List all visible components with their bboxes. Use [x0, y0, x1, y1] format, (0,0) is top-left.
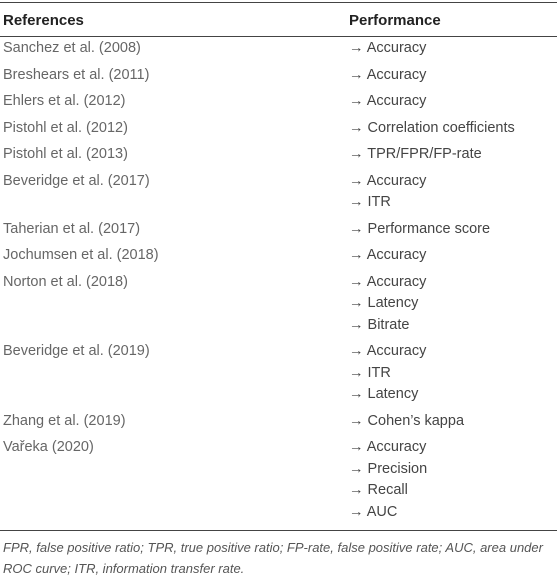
performance-item: → AUC [349, 503, 398, 520]
performance-cell: → Accuracy → Latency → Bitrate [349, 272, 557, 337]
performance-item: → Accuracy [349, 172, 427, 189]
table-row: Norton et al. (2018) → Accuracy → Latency →… [0, 271, 557, 341]
table-row: Zhang et al. (2019) → Cohen’s kappa [0, 410, 557, 437]
header-rule [0, 36, 557, 37]
bottom-rule [0, 530, 557, 531]
table-row: Vařeka (2020) → Accuracy → Precision → Reca… [0, 436, 557, 527]
reference: Zhang et al. (2019) [3, 412, 126, 429]
reference: Beveridge et al. (2019) [3, 343, 150, 359]
performance-cell: → Accuracy [349, 91, 557, 113]
reference: Ehlers et al. (2012) [3, 93, 126, 109]
table-row: Breshears et al. (2011) → Accuracy [0, 64, 557, 91]
performance-item: → Accuracy [349, 40, 427, 56]
performance-cell: → Performance score [349, 219, 557, 241]
performance-item: → Accuracy [349, 247, 427, 263]
table-row: Ehlers et al. (2012) → Accuracy [0, 90, 557, 117]
performance-item: → Accuracy [349, 93, 427, 109]
performance-item: → ITR [349, 194, 391, 210]
performance-cell: → Accuracy → ITR [349, 171, 557, 214]
performance-item: → Recall [349, 482, 408, 498]
footnote: FPR, false positive ratio; TPR, true pos… [3, 540, 543, 576]
performance-cell: → Accuracy [349, 245, 557, 267]
reference: Norton et al. (2018) [3, 273, 128, 290]
performance-cell: → Correlation coefficients [349, 118, 557, 140]
reference: Beveridge et al. (2017) [3, 172, 150, 189]
performance-cell: → Accuracy → ITR → Latency [349, 341, 557, 406]
performance-item: → Accuracy [349, 343, 427, 359]
performance-item: → TPR/FPR/FP-rate [349, 146, 482, 162]
reference: Jochumsen et al. (2018) [3, 247, 159, 263]
performance-item: → Correlation coefficients [349, 119, 515, 136]
table-row: Beveridge et al. (2019) → Accuracy → ITR → … [0, 340, 557, 410]
performance-cell: → TPR/FPR/FP-rate [349, 144, 557, 166]
table-row: Sanchez et al. (2008) → Accuracy [0, 37, 557, 64]
reference: Pistohl et al. (2012) [3, 119, 128, 136]
performance-item: → Accuracy [349, 273, 427, 290]
performance-cell: → Accuracy [349, 38, 557, 60]
performance-item: → Precision [349, 460, 428, 477]
performance-item: → Performance score [349, 220, 491, 237]
performance-cell: → Accuracy [349, 65, 557, 87]
performance-cell: → Cohen’s kappa [349, 411, 557, 433]
top-rule [0, 2, 557, 3]
reference: Vařeka (2020) [3, 439, 94, 455]
performance-item: → Cohen’s kappa [349, 412, 465, 429]
performance-item: → ITR [349, 364, 391, 381]
performance-item: → Bitrate [349, 316, 410, 333]
performance-item: → Latency [349, 295, 419, 311]
performance-item: → Accuracy [349, 439, 427, 455]
column-header: References [3, 12, 84, 29]
performance-cell: → Accuracy → Precision → Recall → AUC [349, 437, 557, 523]
performance-item: → Latency [349, 386, 419, 402]
reference: Breshears et al. (2011) [3, 66, 150, 83]
table-row: Beveridge et al. (2017) → Accuracy → ITR [0, 170, 557, 218]
table-body: Sanchez et al. (2008) → Accuracy Breshears… [0, 37, 557, 527]
column-header: Performance [349, 12, 441, 29]
table-row: Taherian et al. (2017) → Performance scor… [0, 218, 557, 245]
reference: Taherian et al. (2017) [3, 220, 141, 237]
reference: Sanchez et al. (2008) [3, 40, 141, 56]
table-row: Pistohl et al. (2012) → Correlation coeff… [0, 117, 557, 144]
table-row: Jochumsen et al. (2018) → Accuracy [0, 244, 557, 271]
table-row: Pistohl et al. (2013) → TPR/FPR/FP-rate [0, 143, 557, 170]
reference: Pistohl et al. (2013) [3, 146, 128, 162]
performance-item: → Accuracy [349, 66, 427, 83]
